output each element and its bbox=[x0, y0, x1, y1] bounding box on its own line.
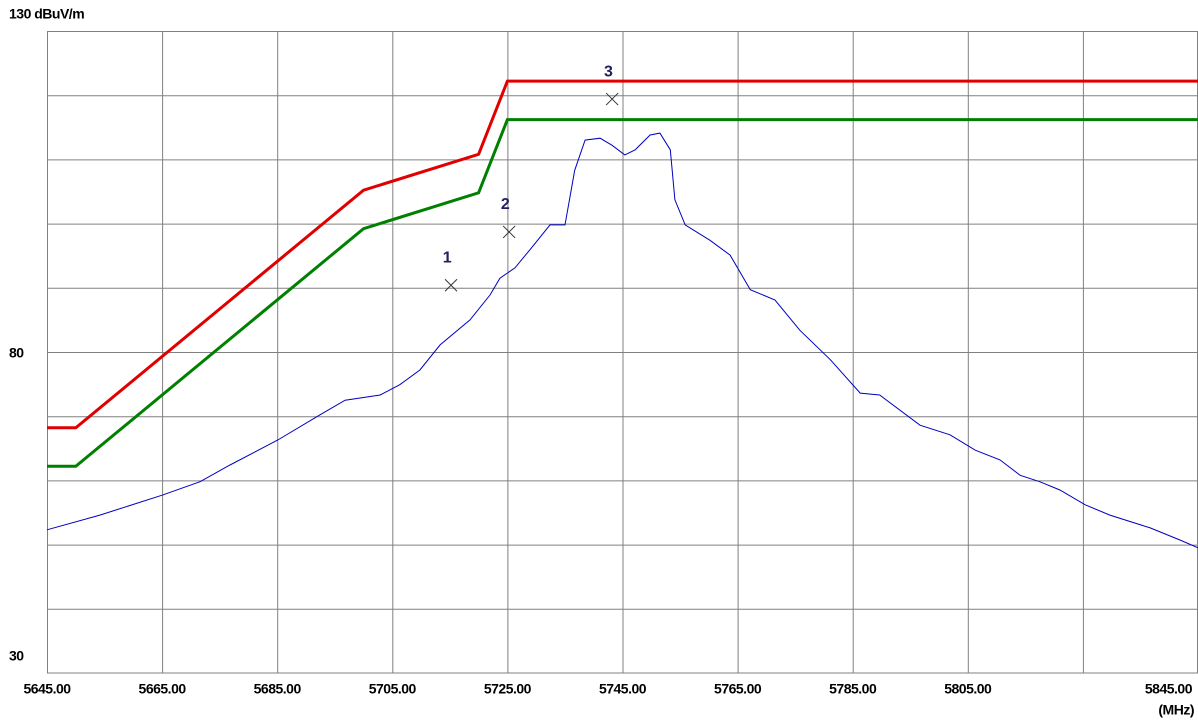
x-tick-label: 5665.00 bbox=[139, 681, 187, 697]
series-line bbox=[46, 132, 1198, 549]
marker-cross bbox=[605, 92, 619, 106]
y-tick-label: 30 bbox=[9, 648, 24, 664]
x-tick-label: 5765.00 bbox=[714, 681, 762, 697]
y-tick-label: 80 bbox=[9, 345, 24, 361]
series-line bbox=[47, 79, 1198, 430]
x-axis-label: (MHz) bbox=[1158, 702, 1194, 718]
marker-cross bbox=[444, 278, 458, 292]
marker-label: 3 bbox=[604, 63, 613, 80]
x-tick-label: 5745.00 bbox=[599, 681, 647, 697]
marker-label: 2 bbox=[501, 196, 510, 213]
marker-cross bbox=[502, 225, 516, 239]
y-tick-label: 130 dBuV/m bbox=[9, 6, 84, 22]
x-tick-label: 5845.00 bbox=[1145, 681, 1193, 697]
x-tick-label: 5725.00 bbox=[484, 681, 532, 697]
x-tick-label: 5805.00 bbox=[944, 681, 992, 697]
series-line bbox=[47, 118, 1198, 468]
x-tick-label: 5785.00 bbox=[829, 681, 877, 697]
marker-label: 1 bbox=[443, 249, 452, 266]
x-tick-label: 5705.00 bbox=[369, 681, 417, 697]
x-tick-label: 5685.00 bbox=[254, 681, 302, 697]
x-tick-label: 5645.00 bbox=[23, 681, 71, 697]
